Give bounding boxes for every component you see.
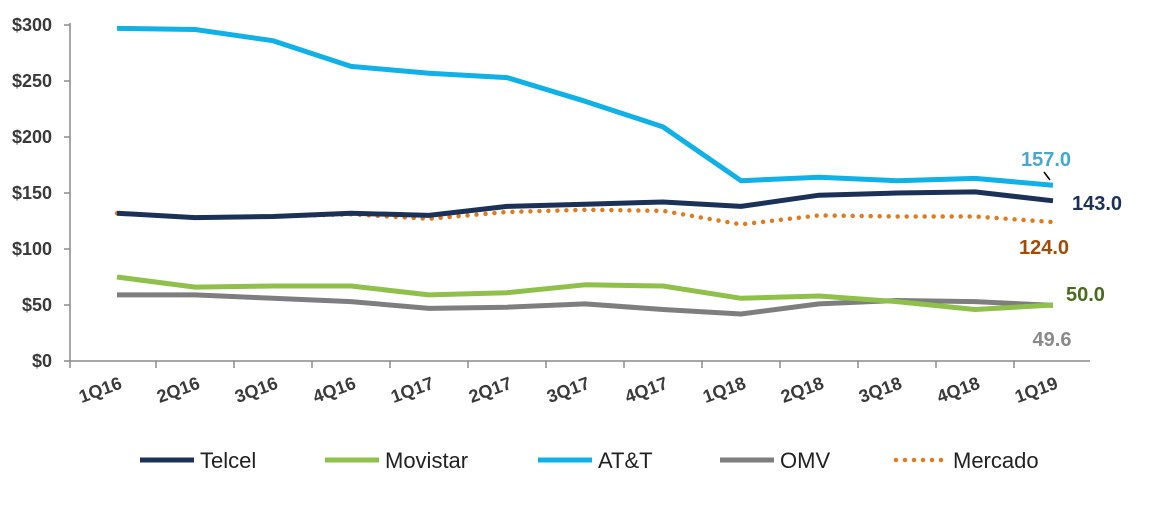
x-tick-label: 1Q18 — [700, 373, 748, 407]
legend-label: Telcel — [200, 448, 256, 473]
end-label-movistar: 50.0 — [1066, 284, 1105, 306]
x-tick-label: 1Q16 — [76, 373, 124, 407]
y-tick-label: $0 — [32, 351, 52, 371]
y-tick-label: $250 — [12, 71, 52, 91]
x-tick-label: 3Q18 — [856, 373, 904, 407]
y-tick-label: $150 — [12, 183, 52, 203]
y-tick-label: $100 — [12, 239, 52, 259]
legend-label: Movistar — [385, 448, 468, 473]
end-label-telcel: 143.0 — [1072, 193, 1122, 215]
x-tick-label: 4Q16 — [310, 373, 358, 407]
y-tick-label: $200 — [12, 127, 52, 147]
end-label-mercado: 124.0 — [1019, 237, 1069, 259]
x-tick-label: 4Q17 — [622, 373, 670, 407]
x-tick-label: 3Q17 — [544, 373, 592, 407]
legend-label: AT&T — [598, 448, 653, 473]
x-tick-label: 1Q19 — [1012, 373, 1060, 407]
legend-label: Mercado — [953, 448, 1039, 473]
series-line-mercado — [114, 207, 1056, 227]
x-axis: 1Q16 2Q16 3Q16 4Q16 1Q17 2Q17 3Q17 4Q17 1Q18 2Q18… — [69, 360, 1090, 407]
end-label-omv: 49.6 — [1033, 329, 1072, 351]
x-tick-label: 3Q16 — [232, 373, 280, 407]
y-tick-label: $50 — [22, 295, 52, 315]
leader-line — [1043, 171, 1051, 181]
legend-label: OMV — [780, 448, 830, 473]
x-tick-label: 1Q17 — [388, 373, 436, 407]
y-axis: $0 $50 $100 $150 $200 $250 $300 — [12, 15, 71, 371]
y-tick-label: $300 — [12, 15, 52, 35]
series-line-at-t — [116, 25, 1054, 188]
end-label-at-t: 157.0 — [1021, 149, 1071, 171]
series-line-movistar — [116, 274, 1054, 312]
x-tick-label: 4Q18 — [934, 373, 982, 407]
series-lines — [114, 25, 1056, 317]
end-labels: 143.0 50.0 157.0 49.6 124.0 — [1019, 149, 1122, 351]
legend: Telcel Movistar AT&T OMV Mercado — [140, 448, 1039, 473]
series-line-telcel — [116, 189, 1054, 221]
x-tick-label: 2Q17 — [466, 373, 514, 407]
x-tick-label: 2Q18 — [778, 373, 826, 407]
x-tick-label: 2Q16 — [154, 373, 202, 407]
